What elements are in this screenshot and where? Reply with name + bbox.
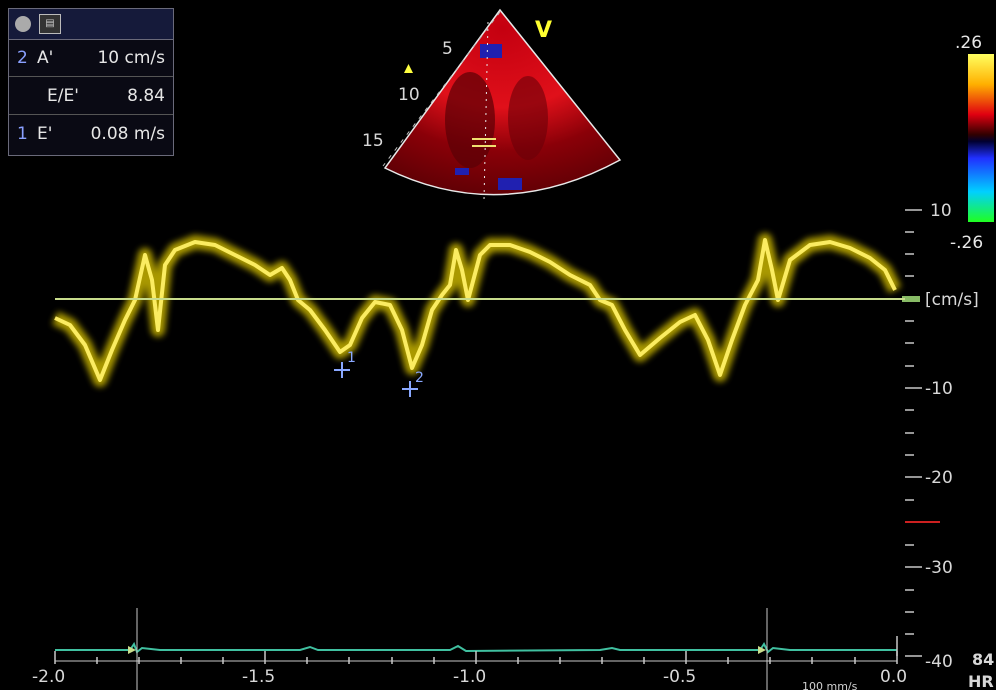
record-indicator-icon[interactable]: [15, 16, 31, 32]
velocity-unit-label: [cm/s]: [925, 290, 979, 310]
sector-flow-patch: [455, 168, 469, 175]
measurement-panel: ▤ 2 A' 10 cm/s E/E' 8.84 1 E' 0.08 m/s: [8, 8, 174, 156]
cursor-label: 1: [347, 350, 356, 366]
time-tick-label: -1.0: [453, 667, 486, 687]
sector-chamber: [445, 72, 495, 168]
measurement-label: E': [37, 124, 53, 144]
measurement-index: 1: [17, 124, 28, 144]
velocity-axis: [905, 209, 922, 657]
measurement-value: 10 cm/s: [97, 48, 165, 68]
measurement-cursor-2[interactable]: 2: [402, 370, 424, 397]
measurement-panel-header: ▤: [9, 9, 173, 40]
color-velocity-scale: .26 -.26: [950, 33, 994, 253]
measurement-value: 8.84: [127, 86, 165, 106]
orientation-label: V: [535, 18, 552, 43]
color-scale-top-label: .26: [955, 33, 982, 53]
ecg-trace: [55, 608, 898, 690]
sector-chamber: [508, 76, 548, 160]
time-axis: [54, 651, 898, 664]
color-scale-bottom-label: -.26: [950, 233, 983, 253]
measurement-row[interactable]: 1 E' 0.08 m/s: [9, 116, 173, 153]
measurement-index: 2: [17, 48, 28, 68]
sector-flow-patch: [498, 178, 522, 190]
sector-flow-patch: [480, 44, 502, 58]
depth-scale: [382, 11, 501, 167]
measurement-label: E/E': [47, 86, 79, 106]
sector-scan-line: [483, 21, 489, 201]
velocity-tick-label: 10: [930, 201, 952, 221]
measurement-row[interactable]: 2 A' 10 cm/s: [9, 40, 173, 77]
measurement-cursor-1[interactable]: 1: [334, 350, 356, 378]
focus-marker-icon: [404, 64, 413, 73]
depth-mark: 5: [442, 39, 453, 59]
color-scale-bar: [968, 54, 994, 222]
sweep-speed-label: 100 mm/s: [802, 680, 858, 690]
measurement-row[interactable]: E/E' 8.84: [9, 78, 173, 115]
probe-settings-icon[interactable]: ▤: [39, 14, 61, 34]
velocity-tick-label: -30: [925, 558, 953, 578]
time-tick-label: -2.0: [32, 667, 65, 687]
measurement-label: A': [37, 48, 54, 68]
r-wave-arrow-icon: [758, 646, 766, 654]
time-tick-label: -1.5: [242, 667, 275, 687]
depth-mark: 15: [362, 131, 384, 151]
sector-image: [383, 8, 622, 196]
echo-sector: 5 10 15 V: [362, 8, 622, 201]
velocity-tick-label: -20: [925, 468, 953, 488]
baseline-marker: [902, 296, 920, 302]
heart-rate-label: HR: [968, 672, 994, 690]
r-wave-arrow-icon: [128, 646, 136, 654]
measurement-value: 0.08 m/s: [90, 124, 165, 144]
velocity-tick-label: -40: [925, 652, 953, 672]
cursor-label: 2: [415, 370, 424, 386]
tissue-doppler-trace: [52, 233, 902, 387]
velocity-tick-label: -10: [925, 379, 953, 399]
heart-rate-value: 84: [972, 650, 994, 669]
doppler-trace-core: [54, 238, 897, 382]
time-tick-label: -0.5: [663, 667, 696, 687]
ecg-line: [55, 641, 897, 654]
time-tick-label: 0.0: [880, 667, 907, 687]
depth-mark: 10: [398, 85, 420, 105]
